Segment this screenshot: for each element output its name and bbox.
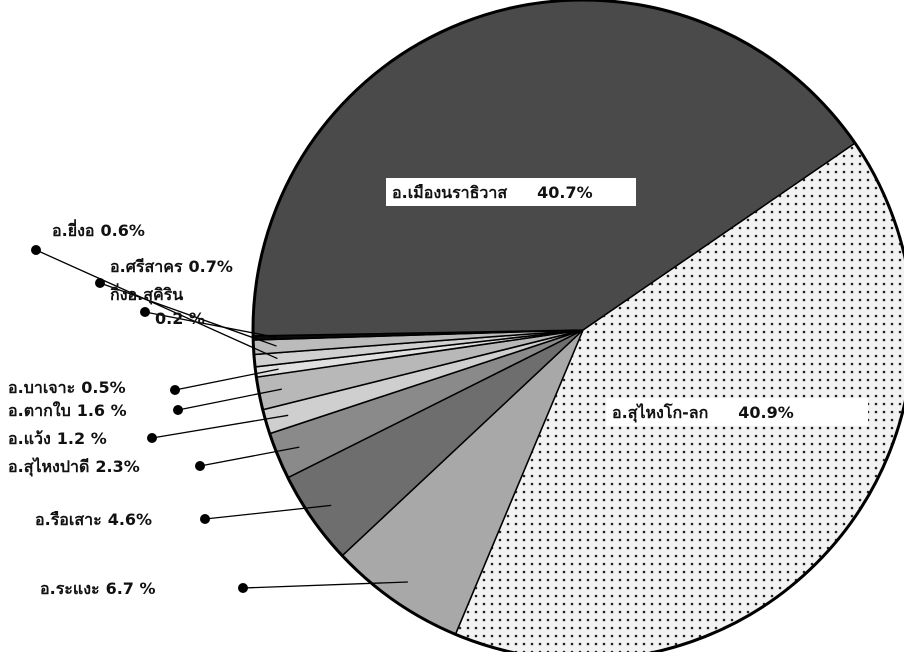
label-text: อ.ศรีสาคร 0.7%: [110, 257, 233, 276]
label-text: อ.ตากใบ 1.6 %: [8, 401, 127, 420]
value-label: 0.5%: [81, 378, 125, 397]
slice-label: อ.สุไหงโก-ลก 40.9%: [606, 398, 868, 426]
value-label: 1.6 %: [77, 401, 127, 420]
value-label: 2.3%: [95, 457, 139, 476]
slice-label: กิ่งอ.สุคิริน 0.2 %: [110, 283, 277, 339]
leader-line: [204, 504, 332, 520]
label-text: อ.รือเสาะ 4.6%: [35, 510, 152, 529]
leader-dot: [238, 583, 248, 593]
pie-outline: [251, 0, 904, 652]
leader-dot: [170, 385, 180, 395]
slice-label: อ.สุไหงปาดี 2.3%: [8, 446, 300, 477]
leader-dot: [200, 514, 210, 524]
label-text: อ.ยี่งอ 0.6%: [52, 219, 145, 240]
value-label: 6.7 %: [106, 579, 156, 598]
value-label: 0.6%: [100, 221, 144, 240]
value-label: 1.2 %: [57, 429, 107, 448]
label-text: อ.สุไหงโก-ลก 40.9%: [612, 402, 794, 423]
leader-dot: [95, 278, 105, 288]
slice-label: อ.บาเจาะ 0.5%: [8, 368, 279, 397]
category-label: อ.ศรีสาคร: [110, 257, 183, 276]
slice-label: อ.ยี่งอ 0.6%: [31, 219, 278, 360]
leader-line: [242, 581, 408, 589]
leader-dot: [147, 433, 157, 443]
value-label: 40.9%: [738, 403, 794, 422]
category-label: อ.แว้ง: [8, 429, 51, 448]
leader-line: [99, 282, 277, 347]
leader-line: [35, 249, 278, 360]
slice-label: อ.แว้ง 1.2 %: [8, 414, 289, 448]
leader-line: [151, 414, 289, 439]
category-label: อ.สุไหงโก-ลก: [612, 402, 708, 423]
category-label: อ.รือเสาะ: [35, 510, 102, 529]
label-box: [606, 398, 868, 426]
value-label: 40.7%: [537, 183, 593, 202]
label-text: กิ่งอ.สุคิริน 0.2 %: [110, 283, 205, 328]
leader-line: [177, 388, 282, 411]
label-text: อ.แว้ง 1.2 %: [8, 429, 107, 448]
slice-label: อ.ศรีสาคร 0.7%: [95, 257, 277, 347]
slice-label: อ.เมืองนราธิวาส 40.7%: [386, 178, 636, 206]
leader-dot: [140, 307, 150, 317]
leader-dot: [173, 405, 183, 415]
value-label: 4.6%: [108, 510, 152, 529]
category-label: อ.ตากใบ: [8, 401, 71, 420]
leader-dot: [31, 245, 41, 255]
label-text: อ.สุไหงปาดี 2.3%: [8, 457, 140, 477]
category-label: อ.เมืองนราธิวาส: [392, 183, 507, 202]
value-label: 0.7%: [188, 257, 232, 276]
leader-dot: [195, 461, 205, 471]
category-label: อ.บาเจาะ: [8, 378, 75, 397]
leader-line: [144, 311, 277, 339]
leader-line: [174, 368, 279, 391]
category-label: กิ่งอ.สุคิริน: [110, 283, 184, 305]
value-label: 0.2 %: [155, 309, 205, 328]
label-text: อ.บาเจาะ 0.5%: [8, 378, 126, 397]
slice-label: อ.รือเสาะ 4.6%: [35, 504, 332, 529]
slice-label: อ.ตากใบ 1.6 %: [8, 388, 282, 420]
category-label: อ.สุไหงปาดี: [8, 457, 89, 477]
label-text: อ.ระแงะ 6.7 %: [40, 579, 156, 598]
slice-label: อ.ระแงะ 6.7 %: [40, 579, 408, 598]
label-box: [386, 178, 636, 206]
category-label: อ.ระแงะ: [40, 579, 100, 598]
leader-line: [199, 446, 300, 467]
slice-texture: [455, 143, 904, 652]
label-text: อ.เมืองนราธิวาส 40.7%: [392, 183, 593, 202]
category-label: อ.ยี่งอ: [52, 219, 94, 240]
